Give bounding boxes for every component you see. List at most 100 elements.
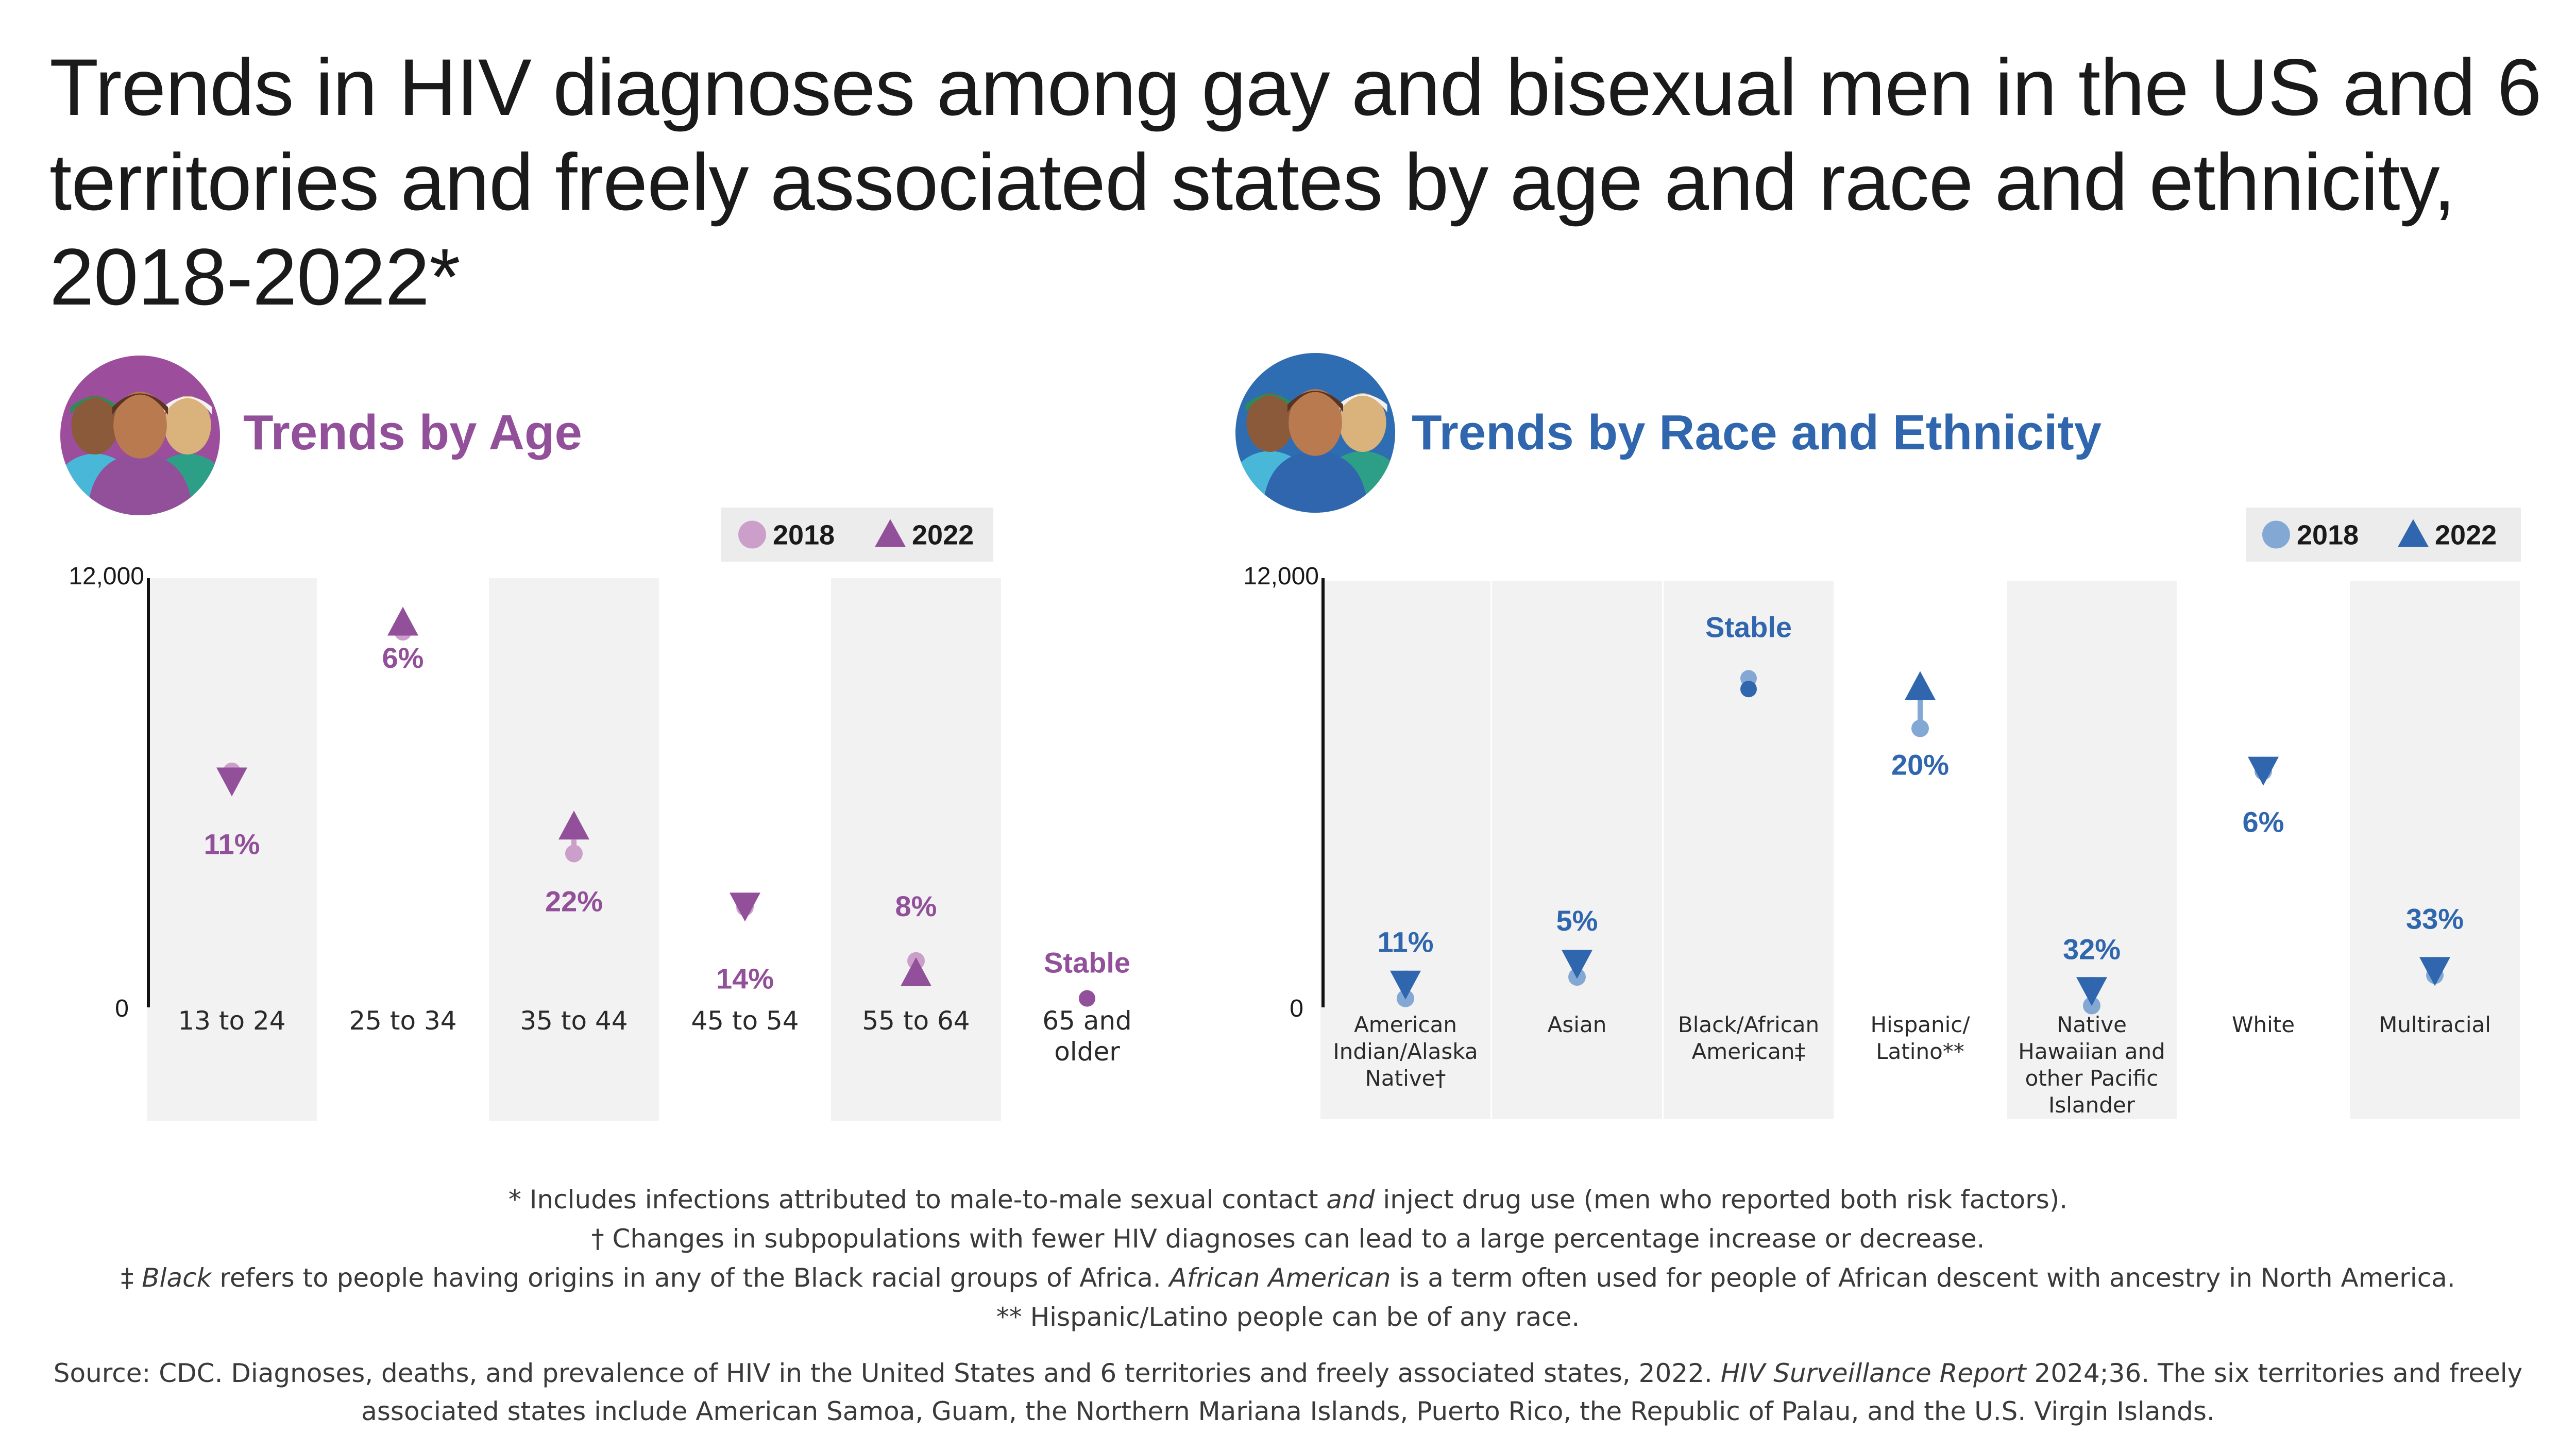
source-text: HIV Surveillance Report bbox=[1720, 1358, 2026, 1388]
race-point-2022 bbox=[2076, 977, 2107, 1006]
race-band bbox=[1320, 581, 1490, 1119]
age-category-label: 13 to 24 bbox=[178, 1006, 285, 1036]
age-category-label: 35 to 44 bbox=[520, 1006, 628, 1036]
race-category-label: Native Hawaiian and other Pacific Islander bbox=[2018, 1012, 2165, 1118]
age-category-label: 65 and older bbox=[1042, 1006, 1132, 1067]
age-figure-hair bbox=[112, 393, 168, 415]
age-change-label: Stable bbox=[1044, 947, 1130, 979]
race-legend-box bbox=[2246, 508, 2521, 562]
race-category-label-line: Islander bbox=[2048, 1092, 2136, 1118]
race-legend-2018-label: 2018 bbox=[2297, 520, 2359, 551]
footnote-text: refers to people having origins in any o… bbox=[211, 1263, 1170, 1293]
race-category-label-line: Hawaiian and bbox=[2018, 1039, 2165, 1064]
age-category-4: 8% 55 to 64 bbox=[862, 890, 970, 1036]
race-category-label-line: Native† bbox=[1365, 1066, 1446, 1091]
age-category-label-line: 35 to 44 bbox=[520, 1006, 628, 1036]
race-category-label: White bbox=[2232, 1012, 2295, 1037]
age-legend-2018-label: 2018 bbox=[773, 520, 835, 551]
race-figure-hair bbox=[1338, 394, 1387, 412]
race-category-label: Multiracial bbox=[2379, 1012, 2491, 1037]
race-ytick-bottom: 0 bbox=[1290, 995, 1303, 1022]
race-point-2022 bbox=[2419, 957, 2450, 986]
age-category-label-line: 65 and bbox=[1042, 1006, 1132, 1036]
age-category-0: 11% 13 to 24 bbox=[178, 762, 286, 1036]
race-category-label-line: Asian bbox=[1548, 1012, 1607, 1037]
race-point-2022 bbox=[1390, 970, 1421, 1000]
footnote-text: African American bbox=[1169, 1263, 1391, 1293]
race-legend-2022-label: 2022 bbox=[2435, 520, 2497, 551]
age-legend: 2018 2022 bbox=[721, 508, 993, 562]
age-avatar-figures bbox=[60, 392, 220, 515]
age-change-label: 11% bbox=[204, 828, 260, 860]
footnote-line: * Includes infections attributed to male… bbox=[0, 1180, 2576, 1219]
age-category-label-line: older bbox=[1054, 1037, 1120, 1067]
race-change-label: 33% bbox=[2406, 903, 2464, 935]
race-category-label-line: Indian/Alaska bbox=[1333, 1039, 1478, 1064]
race-change-label: 11% bbox=[1378, 926, 1434, 958]
age-legend-2018-marker bbox=[738, 520, 766, 549]
age-figure-head bbox=[71, 396, 118, 454]
age-figure-hair bbox=[163, 397, 212, 415]
source-line: Source: CDC. Diagnoses, deaths, and prev… bbox=[0, 1354, 2576, 1392]
age-category-1: 6% 25 to 34 bbox=[349, 606, 457, 1036]
race-panel-title: Trends by Race and Ethnicity bbox=[1412, 405, 2102, 460]
race-category-label-line: Latino** bbox=[1876, 1039, 1964, 1064]
race-category-label-line: White bbox=[2232, 1012, 2295, 1037]
age-category-3: 14% 45 to 54 bbox=[691, 892, 799, 1036]
age-point-2022 bbox=[216, 767, 247, 797]
race-band bbox=[2350, 581, 2520, 1119]
race-figure-head bbox=[1246, 393, 1294, 452]
race-change-label: Stable bbox=[1705, 611, 1792, 643]
age-point-2022 bbox=[387, 606, 418, 636]
race-category-5: 6% White bbox=[2232, 756, 2295, 1037]
age-point-2022 bbox=[1079, 990, 1095, 1007]
race-change-label: 20% bbox=[1891, 749, 1949, 781]
source-note: Source: CDC. Diagnoses, deaths, and prev… bbox=[0, 1354, 2576, 1430]
source-text: Source: CDC. Diagnoses, deaths, and prev… bbox=[53, 1358, 1721, 1388]
age-category-label-line: 45 to 54 bbox=[691, 1006, 799, 1036]
race-category-6: 33% Multiracial bbox=[2379, 903, 2491, 1037]
race-change-label: 6% bbox=[2243, 806, 2284, 838]
race-figure-head bbox=[1289, 389, 1342, 456]
age-category-label-line: 25 to 34 bbox=[349, 1006, 456, 1036]
age-legend-box bbox=[721, 508, 993, 562]
footnote-text: inject drug use (men who reported both r… bbox=[1375, 1185, 2068, 1215]
race-category-label-line: American‡ bbox=[1692, 1039, 1806, 1064]
race-category-label-line: American bbox=[1354, 1012, 1457, 1037]
age-chart-panel: Trends by Age 2018 2022 12,000 0 11% 13 to 24 6… bbox=[60, 356, 1132, 1121]
race-figure-hair bbox=[1245, 394, 1295, 412]
age-point-2022 bbox=[558, 811, 589, 840]
page-title: Trends in HIV diagnoses among gay and bi… bbox=[49, 43, 2542, 322]
race-category-label-line: Multiracial bbox=[2379, 1012, 2491, 1037]
footnote-text: is a term often used for people of Afric… bbox=[1391, 1263, 2455, 1293]
age-category-label: 45 to 54 bbox=[691, 1006, 799, 1036]
race-category-label-line: other Pacific bbox=[2025, 1066, 2159, 1091]
race-point-2022 bbox=[1740, 681, 1757, 698]
age-change-label: 6% bbox=[382, 642, 424, 674]
race-legend-2022-marker bbox=[2398, 519, 2429, 547]
age-band bbox=[147, 578, 317, 1121]
age-figure-body bbox=[87, 453, 193, 515]
race-category-label-line: Black/African bbox=[1678, 1012, 1819, 1037]
footnote-text: * Includes infections attributed to male… bbox=[508, 1185, 1327, 1215]
age-legend-2022-label: 2022 bbox=[912, 520, 974, 551]
footnote-text: ‡ bbox=[121, 1263, 142, 1293]
footnotes: * Includes infections attributed to male… bbox=[0, 1180, 2576, 1337]
age-ytick-top: 12,000 bbox=[69, 563, 144, 590]
race-point-2018 bbox=[1911, 719, 1929, 737]
age-category-label-line: 55 to 64 bbox=[862, 1006, 970, 1036]
race-category-3: 20% Hispanic/Latino** bbox=[1870, 671, 1970, 1064]
age-change-label: 14% bbox=[716, 962, 774, 994]
age-category-label: 55 to 64 bbox=[862, 1006, 970, 1036]
footnote-text: ** Hispanic/Latino people can be of any … bbox=[996, 1302, 1580, 1332]
race-legend: 2018 2022 bbox=[2246, 508, 2521, 562]
age-category-5: Stable 65 and older bbox=[1042, 947, 1132, 1067]
age-legend-2022-marker bbox=[875, 519, 906, 547]
race-change-label: 5% bbox=[1556, 904, 1598, 937]
race-band bbox=[1492, 581, 1662, 1119]
race-change-label: 32% bbox=[2063, 933, 2121, 966]
footnote-line: ‡ Black refers to people having origins … bbox=[0, 1258, 2576, 1297]
age-figure-hair bbox=[70, 397, 120, 415]
race-legend-2018-marker bbox=[2262, 520, 2290, 549]
race-band bbox=[2007, 581, 2177, 1119]
